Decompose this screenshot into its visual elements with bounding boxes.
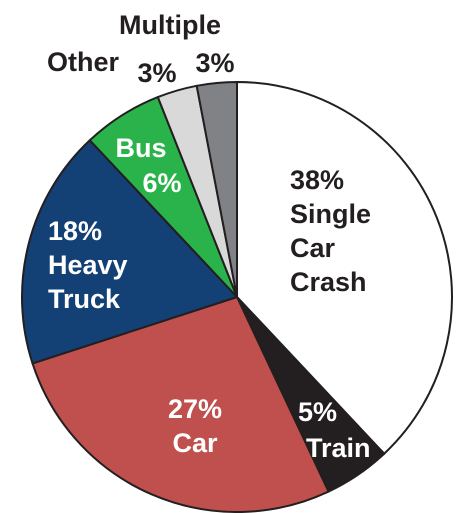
category-label: Heavy Truck: [48, 250, 128, 314]
category-label: Train: [306, 433, 371, 463]
category-label: Multiple: [119, 10, 221, 40]
value-label: 27%: [167, 394, 223, 424]
value-label: 38%: [290, 165, 345, 195]
value-label: 6%: [142, 168, 182, 198]
value-label: 3%: [137, 58, 177, 88]
pie-slice: [195, 81, 238, 298]
pie-slice: [21, 139, 238, 365]
value-label: 5%: [298, 397, 338, 427]
category-label: Bus: [115, 133, 167, 163]
value-label: 3%: [195, 48, 235, 78]
pie-slice: [236, 81, 453, 455]
category-label: Single Car Crash: [290, 199, 372, 297]
category-label: Car: [172, 428, 218, 458]
pie-slice: [31, 296, 330, 513]
value-label: 18%: [48, 216, 103, 246]
category-label: Other: [46, 47, 119, 77]
